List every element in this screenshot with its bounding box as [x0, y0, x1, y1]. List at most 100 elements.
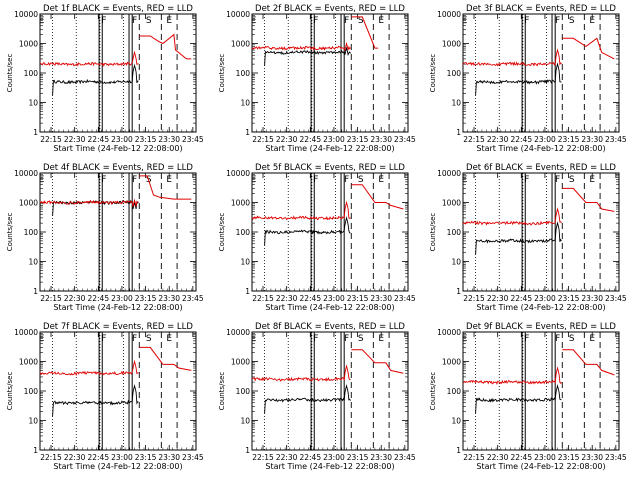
interval-label: F: [132, 175, 137, 185]
interval-label: F: [313, 175, 318, 185]
y-tick-label: 100: [24, 387, 39, 396]
y-axis-label: Counts/sec: [6, 54, 14, 93]
series-events-line: [475, 221, 562, 255]
y-tick-label: 1: [456, 446, 461, 455]
interval-label: S: [358, 334, 364, 344]
series-lld-tail: [139, 346, 192, 371]
y-tick-label: 100: [447, 387, 462, 396]
x-tick-label: 23:45: [182, 135, 204, 144]
y-tick-label: 1000: [231, 199, 250, 208]
x-tick-label: 23:15: [558, 453, 580, 462]
interval-label: S: [146, 16, 152, 26]
x-axis-label: Start Time (24-Feb-12 22:08:00): [53, 303, 182, 312]
y-tick-label: 100: [447, 228, 462, 237]
interval-label: F: [101, 16, 106, 26]
x-tick-label: 22:45: [87, 135, 109, 144]
plot-frame: [462, 13, 620, 133]
x-tick-label: 22:45: [510, 453, 532, 462]
series-lld-line: [462, 48, 562, 67]
panel-title: Det 4f BLACK = Events, RED = LLD: [43, 163, 193, 173]
plot-frame: [251, 13, 409, 133]
series-events-line: [264, 384, 351, 414]
interval-label: E: [251, 334, 257, 344]
x-tick-label: 23:45: [605, 294, 627, 303]
y-tick-label: 10: [240, 99, 250, 108]
y-tick-label: 10000: [437, 10, 461, 19]
x-tick-label: 22:45: [87, 453, 109, 462]
interval-label: F: [344, 175, 349, 185]
y-tick-label: 1000: [231, 358, 250, 367]
interval-label: E: [166, 16, 172, 26]
interval-label: E: [589, 334, 595, 344]
y-tick-label: 100: [447, 69, 462, 78]
panel-title: Det 2f BLACK = Events, RED = LLD: [255, 4, 405, 14]
panel-title: Det 1f BLACK = Events, RED = LLD: [43, 4, 193, 14]
interval-label: F: [101, 334, 106, 344]
x-tick-label: 23:30: [158, 453, 180, 462]
x-tick-label: 23:30: [370, 294, 392, 303]
panel-title: Det 3f BLACK = Events, RED = LLD: [466, 4, 616, 14]
x-tick-label: 22:30: [487, 453, 509, 462]
x-tick-label: 23:15: [347, 453, 369, 462]
x-tick-label: 23:30: [581, 453, 603, 462]
series-events-line: [52, 63, 139, 96]
y-axis-label: Counts/sec: [218, 372, 226, 411]
x-tick-label: 22:15: [463, 294, 485, 303]
series-lld-line: [251, 200, 351, 221]
series-events-line: [52, 384, 139, 417]
x-tick-label: 23:30: [158, 294, 180, 303]
y-tick-label: 100: [236, 387, 251, 396]
plot-frame: [39, 331, 197, 451]
interval-label: F: [344, 334, 349, 344]
series-lld-line: [251, 41, 351, 52]
x-tick-label: 22:45: [299, 135, 321, 144]
x-axis-label: Start Time (24-Feb-12 22:08:00): [53, 144, 182, 153]
x-tick-label: 22:15: [463, 453, 485, 462]
x-tick-label: 23:45: [182, 294, 204, 303]
x-tick-label: 23:15: [558, 294, 580, 303]
x-tick-label: 22:30: [64, 294, 86, 303]
interval-label: F: [132, 334, 137, 344]
series-lld-tail: [562, 349, 615, 376]
x-tick-label: 22:30: [64, 135, 86, 144]
interval-label: S: [358, 175, 364, 185]
series-lld-tail: [351, 16, 379, 49]
x-axis-label: Start Time (24-Feb-12 22:08:00): [476, 303, 605, 312]
interval-label: F: [132, 16, 137, 26]
interval-label: F: [524, 334, 529, 344]
panel-det-5f: Det 5f BLACK = Events, RED = LLD 1 10 100 10…: [218, 163, 416, 312]
x-tick-label: 22:15: [463, 135, 485, 144]
series-events-line: [475, 384, 562, 414]
interval-label: E: [39, 334, 45, 344]
y-tick-label: 10: [240, 258, 250, 267]
y-tick-label: 10000: [14, 328, 38, 337]
y-tick-label: 1000: [19, 358, 38, 367]
interval-label: E: [378, 334, 384, 344]
x-tick-label: 23:00: [111, 453, 133, 462]
x-tick-label: 22:30: [64, 453, 86, 462]
y-axis-label: Counts/sec: [218, 213, 226, 252]
x-tick-label: 22:30: [276, 135, 298, 144]
interval-label: E: [251, 175, 257, 185]
series-lld-line: [39, 359, 139, 376]
y-axis-label: Counts/sec: [429, 54, 437, 93]
interval-label: F: [313, 16, 318, 26]
y-tick-label: 10: [28, 99, 38, 108]
y-axis-label: Counts/sec: [429, 372, 437, 411]
x-axis-label: Start Time (24-Feb-12 22:08:00): [476, 144, 605, 153]
y-tick-label: 10000: [14, 169, 38, 178]
series-lld-line: [39, 198, 139, 207]
x-tick-label: 23:00: [111, 135, 133, 144]
y-tick-label: 1000: [19, 199, 38, 208]
x-axis-label: Start Time (24-Feb-12 22:08:00): [265, 303, 394, 312]
panel-title: Det 7f BLACK = Events, RED = LLD: [43, 322, 193, 332]
panel-det-7f: Det 7f BLACK = Events, RED = LLD 1 10 100 10…: [6, 322, 204, 471]
y-tick-label: 1: [33, 128, 38, 137]
x-tick-label: 23:45: [394, 135, 416, 144]
interval-label: E: [462, 334, 468, 344]
x-tick-label: 23:15: [135, 453, 157, 462]
y-axis-label: Counts/sec: [6, 213, 14, 252]
interval-label: S: [569, 334, 575, 344]
interval-label: F: [555, 16, 560, 26]
